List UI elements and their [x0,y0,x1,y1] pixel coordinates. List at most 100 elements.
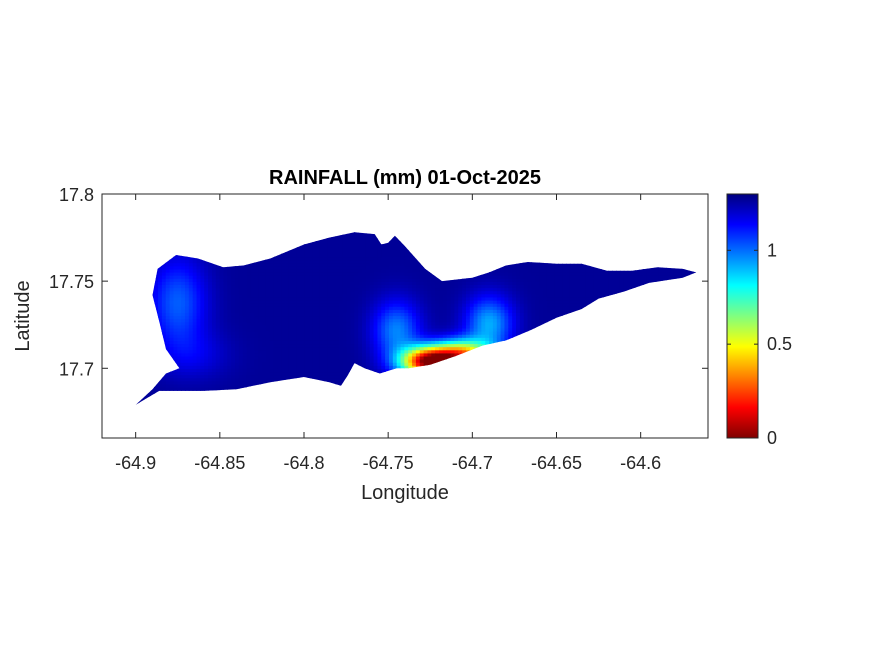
rainfall-cell [211,331,217,335]
rainfall-cell [246,324,252,329]
rainfall-cell [377,253,382,258]
rainfall-cell [373,262,379,267]
rainfall-cell [250,281,255,286]
rainfall-cell [192,312,198,317]
rainfall-cell [254,321,259,326]
rainfall-cell [204,299,209,304]
rainfall-cell [423,312,429,317]
rainfall-cell [273,359,278,363]
rainfall-cell [335,309,340,313]
rainfall-cell [192,362,198,366]
rainfall-cell [211,275,217,279]
rainfall-cell [258,359,263,363]
rainfall-cell [281,318,286,323]
rainfall-cell [354,250,359,254]
rainfall-cell [392,318,398,323]
rainfall-cell [377,299,382,304]
rainfall-cell [308,321,313,326]
rainfall-cell [385,318,390,323]
rainfall-cell [242,296,248,301]
rainfall-cell [192,281,198,286]
rainfall-cell [385,275,390,279]
rainfall-cell [389,284,394,289]
rainfall-cell [327,321,332,326]
rainfall-cell [246,334,252,338]
rainfall-cell [177,321,182,326]
rainfall-cell [246,346,252,351]
rainfall-cell [392,237,398,242]
rainfall-cell [219,334,225,338]
rainfall-cell [412,262,417,267]
rainfall-cell [362,343,367,348]
rainfall-cell [223,324,228,329]
rainfall-cell [269,299,275,304]
rainfall-cell [165,299,171,304]
rainfall-cell [335,284,340,289]
rainfall-cell [338,355,344,360]
rainfall-cell [442,318,448,323]
rainfall-cell [227,331,232,335]
rainfall-cell [389,265,394,270]
rainfall-cell [377,303,382,307]
rainfall-cell [215,349,221,354]
rainfall-cell [235,278,240,282]
rainfall-cell [365,299,371,304]
rainfall-cell [258,340,263,345]
rainfall-cell [208,371,213,376]
rainfall-cell [211,343,217,348]
rainfall-cell [308,293,313,298]
rainfall-cell [346,256,352,261]
rainfall-cell [235,312,240,317]
rainfall-cell [184,278,190,282]
rainfall-cell [192,324,198,329]
rainfall-cell [265,355,271,360]
rainfall-cell [227,386,232,391]
rainfall-cell [219,340,225,345]
rainfall-cell [300,299,305,304]
rainfall-cell [219,321,225,326]
rainfall-cell [365,253,371,258]
rainfall-cell [188,368,194,373]
rainfall-cell [323,247,329,251]
rainfall-cell [227,312,232,317]
rainfall-cell [427,318,432,323]
rainfall-cell [211,312,217,317]
rainfall-cell [323,275,329,279]
rainfall-cell [204,359,209,363]
rainfall-cell [181,349,186,354]
rainfall-cell [177,337,182,341]
rainfall-cell [204,281,209,286]
rainfall-cell [331,290,336,295]
rainfall-cell [269,268,275,273]
rainfall-cell [192,371,198,376]
rainfall-cell [404,253,409,258]
rainfall-cell [285,346,290,351]
rainfall-cell [338,256,344,261]
rainfall-cell [435,284,440,289]
rainfall-cell [304,299,309,304]
rainfall-cell [269,321,275,326]
rainfall-cell [365,293,371,298]
rainfall-cell [265,349,271,354]
rainfall-cell [331,362,336,366]
rainfall-cell [281,265,286,270]
rainfall-cell [400,265,405,270]
rainfall-cell [323,349,329,354]
rainfall-cell [192,386,198,391]
rainfall-cell [365,331,371,335]
rainfall-cell [265,284,271,289]
rainfall-cell [208,346,213,351]
rainfall-cell [331,324,336,329]
rainfall-cell [350,309,355,313]
rainfall-cell [188,362,194,366]
rainfall-cell [269,287,275,292]
rainfall-cell [296,262,302,267]
rainfall-cell [404,306,409,310]
rainfall-cell [369,324,375,329]
rainfall-cell [346,312,352,317]
rainfall-cell [338,306,344,310]
rainfall-cell [258,352,263,357]
rainfall-cell [269,293,275,298]
rainfall-cell [389,346,394,351]
rainfall-cell [273,265,278,270]
